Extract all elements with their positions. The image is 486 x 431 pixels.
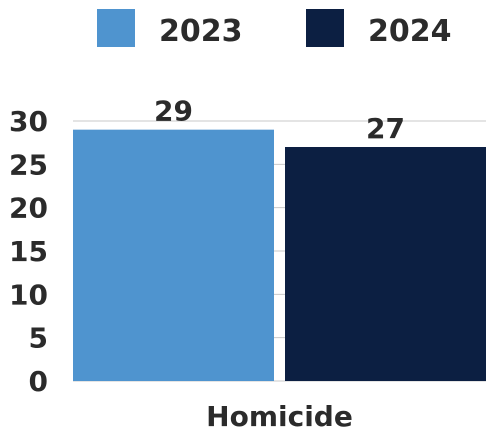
data-label-2024: 27 [366,112,405,145]
y-tick-label: 20 [9,192,48,225]
y-tick-label: 30 [9,105,48,138]
data-label-2023: 29 [154,95,193,128]
bars: 29 27 [73,95,486,381]
x-axis: Homicide [206,400,353,431]
legend-label-2023: 2023 [159,14,243,49]
bar-2023 [73,129,274,381]
y-tick-label: 5 [29,322,48,355]
y-tick-label: 15 [9,235,48,268]
y-tick-label: 0 [29,365,48,398]
legend: 2023 2024 [97,9,452,49]
legend-swatch-2024 [306,9,344,47]
y-tick-label: 25 [9,148,48,181]
x-category-label: Homicide [206,400,353,431]
legend-label-2024: 2024 [368,14,452,49]
y-axis: 0 5 10 15 20 25 30 [9,105,48,398]
bar-2024 [285,147,486,381]
y-tick-label: 10 [9,278,48,311]
legend-swatch-2023 [97,9,135,47]
